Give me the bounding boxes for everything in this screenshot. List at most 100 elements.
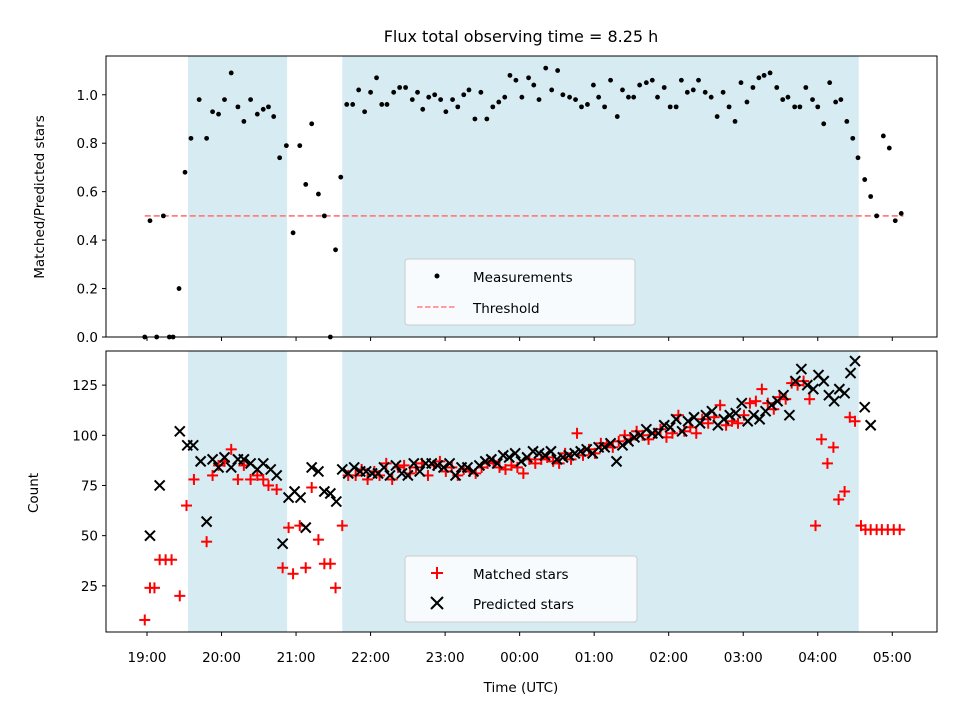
legend-matched-marker [431,567,443,579]
matched-star-point [894,524,906,536]
measurement-point [626,94,631,100]
measurement-point [756,75,762,81]
measurement-point [356,87,362,93]
predicted-star-point [294,491,307,504]
predicted-star-point [257,457,269,470]
predicted-star-point [212,461,225,474]
measurement-point [513,77,519,83]
measurement-point [744,99,750,105]
measurement-point [844,119,850,124]
measurement-point [176,286,182,291]
matched-star-point [188,473,200,485]
predicted-star-point [194,455,207,468]
measurement-point [472,116,478,122]
measurement-point [602,104,607,110]
measurement-point [241,119,247,124]
predicted-star-point [461,461,474,474]
measurement-point [248,97,253,103]
measurement-point [182,169,188,175]
measurement-point [303,181,309,187]
predicted-star-point [849,355,861,367]
y-tick-label: 0.6 [77,185,98,201]
measurement-point [362,109,368,115]
matched-star-point [330,582,342,594]
measurement-point [732,119,738,124]
observing-window-0 [187,56,288,337]
x-tick-label: 02:00 [649,650,688,666]
matched-star-point [810,520,822,532]
y-tick-label: 100 [72,428,98,444]
predicted-star-point [807,383,819,395]
predicted-star-point [706,405,718,417]
measurement-point [338,174,344,180]
measurement-point [767,70,773,76]
predicted-star-point [622,435,635,448]
measurement-point [815,104,821,110]
measurement-point [838,97,844,103]
matched-star-point [559,447,571,459]
predicted-star-point [206,453,219,466]
measurement-point [490,104,496,110]
measurement-point [266,104,271,110]
y-axis-label-bottom: Count [26,473,42,513]
measurement-point [702,89,708,95]
measurement-point [803,85,809,90]
measurement-point [235,104,241,110]
measurement-point [655,94,660,100]
matched-star-point [786,377,798,389]
measurement-point [591,82,596,88]
matched-star-point [386,473,398,485]
measurement-point [649,77,655,83]
measurement-point [714,114,720,119]
predicted-star-point [844,367,857,379]
x-tick-label: 21:00 [277,650,316,666]
x-axis-label: Time (UTC) [483,680,559,696]
measurement-point [409,97,415,103]
matched-star-point [232,473,244,485]
predicted-star-point [276,537,289,550]
measurement-point [785,94,791,100]
legend-bottom-frame [404,555,638,623]
matched-star-point [213,459,225,471]
measurement-point [810,97,815,103]
measurement-point [868,194,874,199]
measurement-point [283,143,289,149]
measurement-point [507,72,513,78]
matched-star-point [207,469,219,481]
matched-star-point [166,554,178,566]
measurement-point [761,72,767,78]
y-tick-label: 50 [81,529,98,545]
measurement-point [614,114,620,119]
measurement-point [333,247,338,253]
matched-star-point [336,520,348,532]
measurement-point [403,85,409,90]
measurement-point [892,218,898,224]
matched-star-point [262,479,274,491]
predicted-star-point [777,389,790,401]
measurement-point [797,104,803,110]
measurement-point [661,85,667,90]
x-tick-label: 05:00 [873,650,912,666]
predicted-star-point [449,469,462,482]
measurement-point [579,104,584,110]
measurement-point [344,102,350,107]
legend-measurements-label: Measurements [473,270,573,286]
measurement-point [297,143,303,149]
legend-threshold-label: Threshold [472,301,540,317]
measurement-point [260,106,266,112]
measurement-point [560,92,566,98]
y-tick-label: 0.8 [77,136,98,152]
matched-star-point [714,399,726,411]
matched-star-point [732,417,744,429]
y-tick-label: 1.0 [77,88,98,104]
y-tick-label: 0.0 [77,330,98,346]
x-tick-label: 01:00 [575,650,614,666]
matched-star-point [287,568,299,580]
legend-top-frame [404,258,636,326]
matched-star-point [139,614,151,626]
predicted-star-point [414,465,426,478]
matched-star-point [174,590,186,602]
measurement-point [384,102,390,107]
matched-star-point [362,473,374,485]
